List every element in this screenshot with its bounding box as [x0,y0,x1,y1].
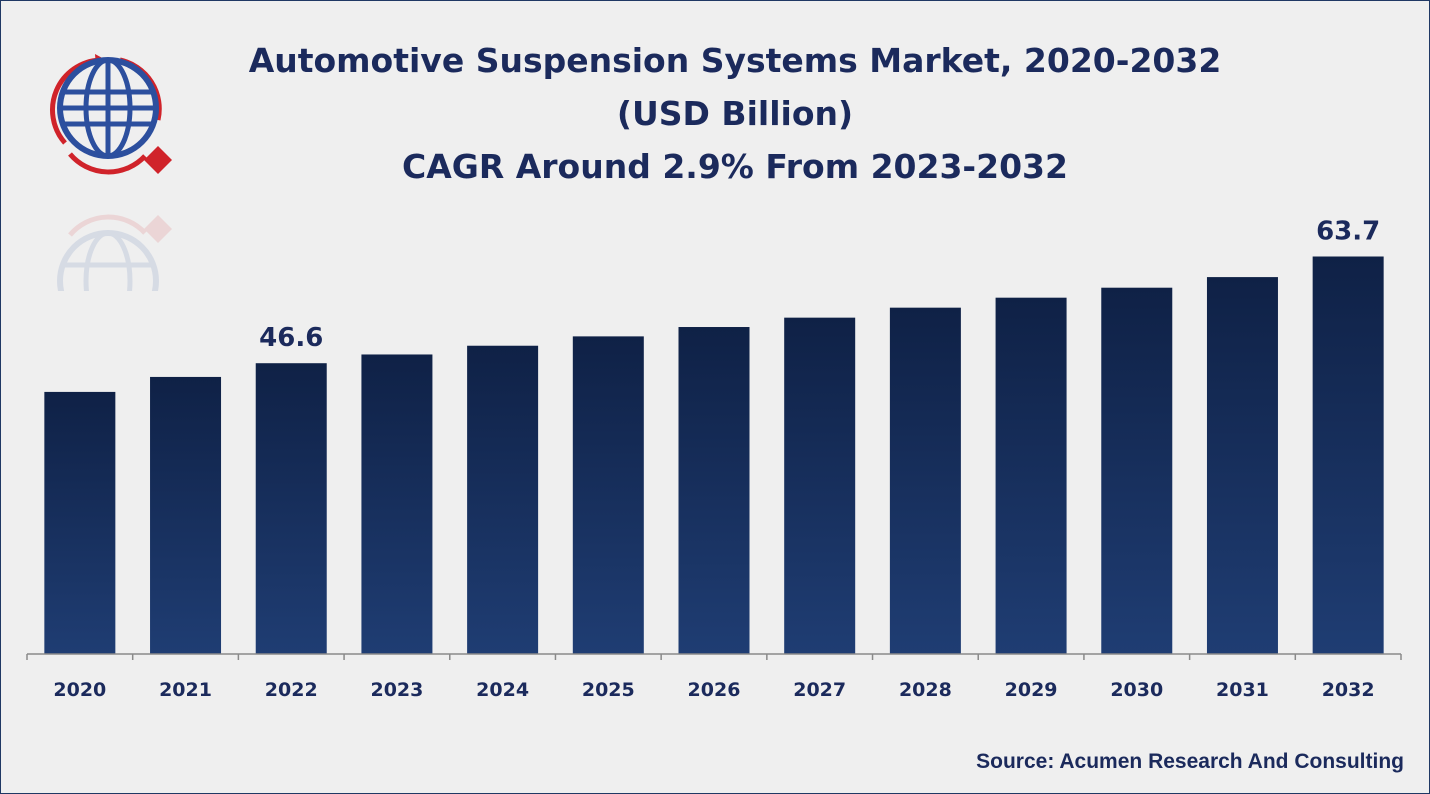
x-tick-label-2026: 2026 [688,679,741,701]
data-label-2032: 63.7 [1316,217,1380,247]
x-axis [26,653,1402,660]
x-tick-label-2032: 2032 [1322,679,1375,701]
bar-2021 [150,376,222,654]
x-tick-label-2024: 2024 [476,679,529,701]
bar-2029 [995,297,1067,654]
x-tick-label-2029: 2029 [1005,679,1058,701]
bar-2028 [889,307,961,654]
bars-group [44,256,1384,654]
bar-2022 [255,363,327,654]
bar-2032 [1312,256,1384,654]
x-tick-label-2025: 2025 [582,679,635,701]
x-tick-label-2028: 2028 [899,679,952,701]
globe-arrows-icon [40,48,180,183]
x-tick-label-2027: 2027 [793,679,846,701]
x-tick-label-2022: 2022 [265,679,318,701]
chart-title: Automotive Suspension Systems Market, 20… [160,34,1310,193]
bar-2020 [44,391,116,654]
labels-group: 2020 2021 2022 2023 2024 2025 2026 2027 2028 2029… [53,217,1380,702]
bar-2023 [361,354,433,654]
bar-2031 [1206,277,1278,654]
bar-2026 [678,327,750,654]
bar-2025 [572,336,644,654]
title-line-3: CAGR Around 2.9% From 2023-2032 [402,147,1068,186]
title-line-2: (USD Billion) [616,94,854,133]
bar-2027 [784,317,856,654]
bar-2030 [1101,287,1173,654]
title-line-1: Automotive Suspension Systems Market, 20… [248,41,1222,80]
x-tick-label-2021: 2021 [159,679,212,701]
source-note: Source: Acumen Research And Consulting [976,750,1404,773]
x-tick-label-2030: 2030 [1110,679,1163,701]
x-tick-label-2023: 2023 [370,679,423,701]
x-tick-label-2031: 2031 [1216,679,1269,701]
x-tick-label-2020: 2020 [53,679,106,701]
bar-2024 [467,345,539,654]
data-label-2022: 46.6 [259,323,323,353]
